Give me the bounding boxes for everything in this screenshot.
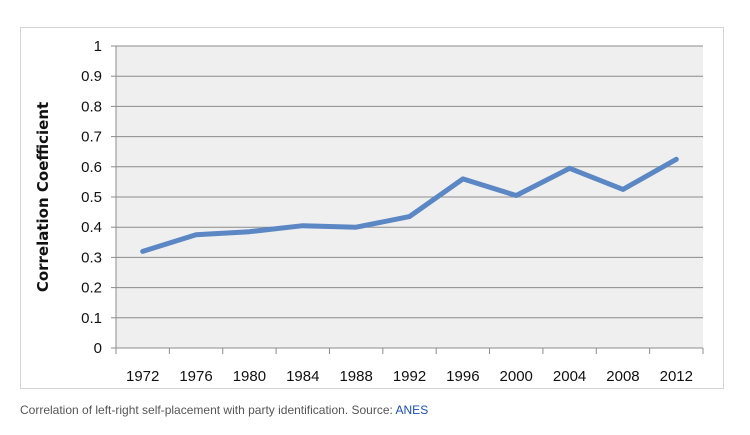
- x-tick-label: 2012: [660, 368, 693, 385]
- y-tick-label: 0.9: [81, 68, 102, 85]
- y-tick-label: 0.5: [81, 189, 102, 206]
- x-tick-label: 1976: [179, 368, 212, 385]
- x-tick-label: 2000: [500, 368, 533, 385]
- line-chart: 0 0.1 0.2 0.3 0.4 0.5 0.6 0.7 0.8 0.9 1 1972 1976 19…: [34, 38, 704, 385]
- series-line: [140, 156, 679, 254]
- y-tick-label: 0.6: [81, 159, 102, 176]
- source-link[interactable]: ANES: [395, 403, 429, 417]
- y-tick-label: 0.3: [81, 249, 102, 266]
- y-tick-label: 0: [94, 340, 102, 357]
- y-tick-label: 0.1: [81, 310, 102, 327]
- x-tick-label: 2004: [553, 368, 586, 385]
- x-tick-label: 1988: [339, 368, 372, 385]
- x-tick-label: 1992: [393, 368, 426, 385]
- y-axis-label: Correlation Coefficient: [34, 102, 52, 292]
- y-tick-label: 1: [94, 38, 102, 55]
- figure-caption: Correlation of left-right self-placement…: [20, 403, 428, 417]
- x-tick-label: 1980: [233, 368, 266, 385]
- y-tick-label: 0.7: [81, 129, 102, 146]
- y-tick-label: 0.2: [81, 280, 102, 297]
- y-tick-label: 0.8: [81, 98, 102, 115]
- x-tick-label: 1996: [446, 368, 479, 385]
- x-tick-label: 1984: [286, 368, 319, 385]
- x-tick-label: 1972: [126, 368, 159, 385]
- caption-text: Correlation of left-right self-placement…: [20, 403, 396, 417]
- chart-frame: 0 0.1 0.2 0.3 0.4 0.5 0.6 0.7 0.8 0.9 1 1972 1976 19…: [20, 27, 724, 389]
- y-tick-label: 0.4: [81, 219, 102, 236]
- x-tick-label: 2008: [606, 368, 639, 385]
